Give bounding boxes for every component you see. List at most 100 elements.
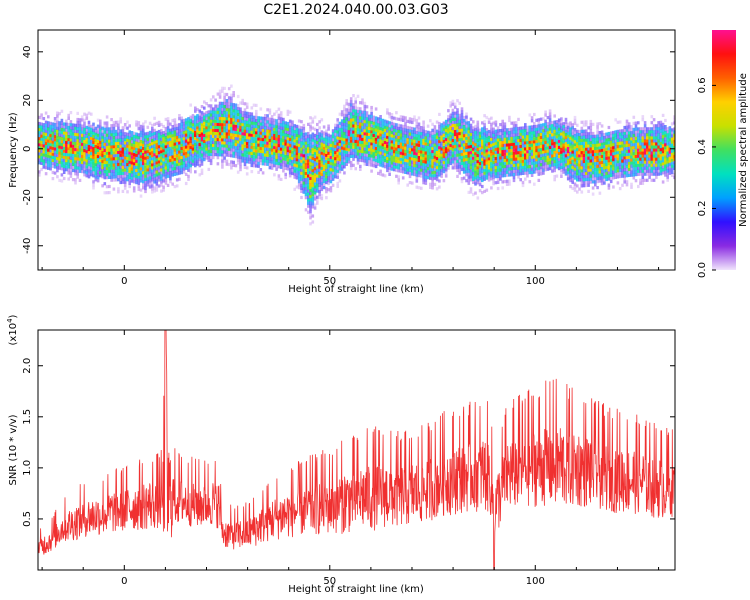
spectral-cell	[85, 128, 89, 132]
spectral-cell	[528, 146, 532, 150]
spectral-cell	[481, 166, 484, 170]
spectral-cell	[44, 141, 48, 145]
spectral-cell	[426, 167, 430, 171]
spectral-cell	[596, 140, 599, 144]
spectral-cell	[560, 159, 563, 163]
spectral-cell	[327, 142, 330, 146]
spectral-cell	[218, 138, 222, 142]
spectral-cell	[227, 135, 231, 139]
spectral-cell	[566, 171, 570, 175]
spectral-cell	[227, 117, 231, 121]
spectral-cell	[121, 180, 125, 184]
spectral-cell	[551, 166, 554, 170]
spectral-cell	[492, 154, 495, 158]
spectral-cell	[578, 166, 581, 170]
spectral-cell	[38, 121, 41, 126]
spectral-cell	[146, 131, 150, 135]
spectral-cell	[460, 140, 464, 144]
spectral-cell	[178, 129, 181, 133]
spectral-cell	[99, 137, 102, 141]
spectral-cell	[184, 142, 188, 146]
spectral-cell	[372, 118, 376, 122]
spectral-cell	[334, 129, 337, 133]
spectral-cell	[349, 127, 353, 131]
spectral-cell	[415, 170, 419, 174]
spectral-cell	[245, 157, 249, 161]
spectral-cell	[343, 159, 346, 163]
spectral-cell	[99, 165, 102, 169]
spectral-cell	[137, 121, 141, 125]
spectral-cell	[119, 132, 122, 136]
spectral-cell	[266, 126, 269, 130]
spectral-cell	[431, 177, 434, 181]
spectral-cell	[180, 152, 183, 156]
spectral-cell	[395, 150, 398, 154]
spectral-cell	[239, 122, 242, 126]
spectral-cell	[291, 165, 294, 169]
spectral-cell	[562, 158, 565, 162]
spectral-cell	[135, 177, 138, 182]
spectral-cell	[207, 116, 211, 120]
spectral-cell	[76, 154, 79, 158]
spectral-cell	[390, 137, 394, 141]
spectral-cell	[49, 124, 52, 129]
spectral-cell	[261, 171, 265, 175]
spectral-cell	[580, 181, 584, 185]
spectral-cell	[329, 137, 333, 141]
spectral-cell	[435, 135, 439, 139]
spectral-cell	[562, 140, 565, 144]
spectral-cell	[435, 144, 439, 148]
spectral-cell	[62, 149, 66, 153]
spectral-cell	[429, 176, 432, 180]
spectral-cell	[537, 118, 541, 122]
spectral-cell	[248, 154, 251, 158]
spectral-cell	[65, 159, 68, 163]
spectral-cell	[422, 132, 425, 136]
spectral-cell	[546, 128, 550, 132]
spectral-cell	[146, 156, 150, 160]
spectral-cell	[212, 107, 215, 111]
spectral-cell	[173, 121, 177, 125]
spectral-cell	[347, 157, 351, 161]
spectral-cell	[248, 151, 251, 155]
spectral-cell	[465, 127, 468, 131]
spectral-cell	[573, 140, 577, 144]
spectral-cell	[257, 116, 260, 120]
spectral-cell	[542, 165, 545, 169]
spectral-cell	[80, 127, 84, 131]
spectral-cell	[508, 137, 511, 141]
spectral-cell	[390, 146, 394, 150]
spectral-cell	[44, 111, 48, 115]
spectral-cell	[411, 126, 414, 131]
spectral-cell	[352, 94, 355, 98]
spectral-cell	[345, 135, 348, 139]
spectral-cell	[496, 174, 500, 178]
spectral-cell	[198, 133, 202, 137]
spectral-cell	[478, 189, 482, 193]
spectral-cell	[180, 146, 183, 150]
spectral-cell	[576, 190, 579, 194]
spectral-cell	[87, 141, 91, 146]
spectral-cell	[352, 121, 355, 125]
spectral-cell	[300, 156, 303, 160]
spectral-cell	[537, 130, 541, 134]
spectral-cell	[189, 155, 192, 159]
spectral-cell	[557, 139, 561, 143]
spectral-cell	[92, 149, 95, 154]
spectral-cell	[327, 157, 330, 161]
spectral-cell	[440, 162, 443, 166]
spectral-cell	[438, 173, 441, 177]
spectral-cell	[38, 161, 41, 165]
spectral-cell	[275, 122, 278, 126]
spectral-cell	[71, 150, 75, 154]
spectral-cell	[261, 134, 265, 139]
spectral-cell	[259, 161, 263, 166]
spectral-cell	[499, 159, 502, 163]
spectral-cell	[517, 142, 520, 146]
spectral-cell	[284, 145, 287, 149]
spectral-cell	[469, 172, 473, 176]
spectral-cell	[105, 145, 109, 149]
spectral-cell	[58, 178, 61, 182]
spectral-cell	[87, 111, 91, 115]
spectral-cell	[223, 126, 226, 130]
